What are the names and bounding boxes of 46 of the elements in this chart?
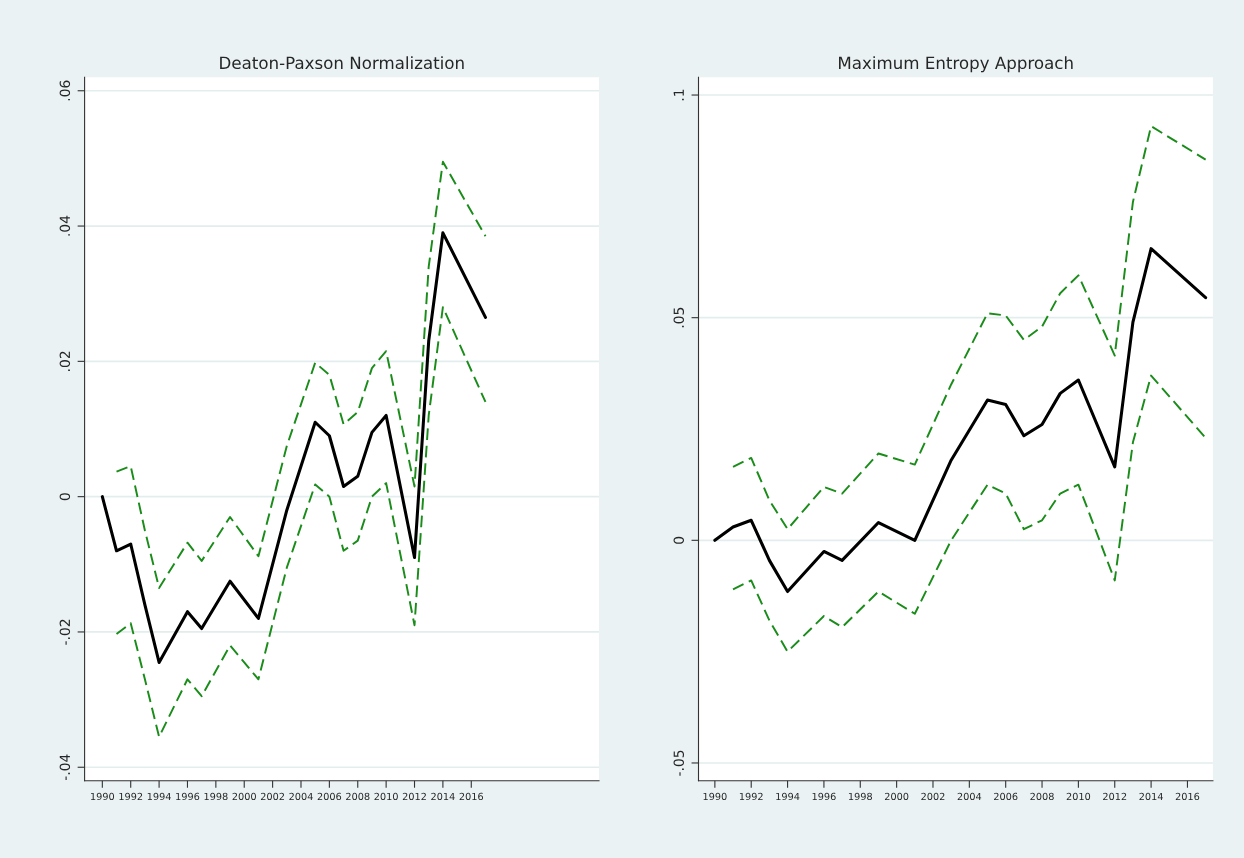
y-tick-label: .05 [673, 307, 685, 328]
x-tick-label: 1998 [848, 792, 872, 801]
y-tick-label: 0 [59, 493, 71, 501]
x-tick-label: 1994 [776, 792, 800, 801]
x-tick-label: 2002 [260, 792, 285, 801]
y-tick-label: .1 [673, 89, 684, 101]
line-series [732, 125, 1207, 531]
x-tick-label: 2000 [884, 792, 909, 801]
x-tick-label: 1998 [204, 792, 228, 801]
y-tick-label: .06 [59, 80, 71, 101]
x-tick-label: 2006 [994, 792, 1018, 801]
x-tick-label: 1996 [812, 792, 836, 801]
line-series [115, 160, 487, 589]
y-tick-label: -.04 [59, 754, 71, 781]
x-tick-label: 2012 [1103, 792, 1127, 801]
x-tick-label: 2016 [1175, 792, 1200, 801]
y-tick-label: -.02 [59, 619, 71, 645]
x-tick-label: 2014 [431, 792, 455, 801]
x-tick-label: 2004 [289, 792, 313, 801]
x-tick-label: 1990 [703, 792, 727, 801]
x-tick-label: 2008 [1030, 792, 1054, 801]
x-tick-label: 1996 [176, 792, 200, 801]
line-series [713, 247, 1208, 594]
line-series [732, 374, 1207, 653]
x-tick-label: 2010 [374, 792, 398, 801]
x-tick-label: 2008 [346, 792, 370, 801]
x-tick-label: 2004 [957, 792, 982, 801]
x-tick-label: 2014 [1139, 792, 1163, 801]
y-tick-label: .04 [59, 215, 71, 236]
chart-title: Maximum Entropy Approach [839, 56, 1073, 73]
y-tick-label: -.05 [673, 750, 685, 776]
x-tick-label: 2010 [1066, 792, 1091, 801]
line-series [115, 306, 487, 738]
x-tick-label: 2000 [232, 792, 256, 801]
x-tick-label: 2016 [459, 792, 484, 801]
chart-title: Deaton-Paxson Normalization [220, 56, 464, 70]
x-tick-label: 1992 [739, 792, 763, 801]
x-tick-label: 2002 [921, 792, 945, 801]
x-tick-label: 1994 [147, 792, 171, 801]
x-tick-label: 1990 [91, 792, 115, 801]
line-series [100, 231, 487, 664]
y-tick-label: .02 [59, 351, 71, 371]
x-tick-label: 2012 [402, 792, 426, 801]
y-tick-label: 0 [673, 536, 685, 544]
x-tick-label: 1992 [119, 792, 143, 801]
x-tick-label: 2006 [317, 792, 342, 801]
